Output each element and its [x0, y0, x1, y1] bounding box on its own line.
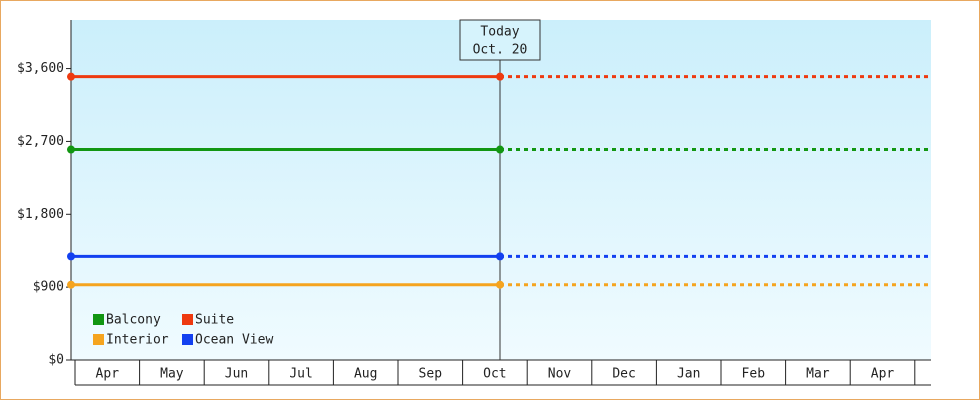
x-tick-label: Jan	[677, 367, 700, 382]
y-tick-label: $2,700	[17, 134, 64, 149]
series-point	[496, 252, 504, 261]
legend-label: Balcony	[106, 313, 161, 328]
y-tick-label: $3,600	[17, 61, 64, 76]
legend-swatch	[93, 334, 104, 345]
y-tick-label: $0	[48, 353, 64, 368]
x-tick-label: Apr	[96, 367, 120, 382]
legend-label: Ocean View	[195, 333, 273, 348]
series-point	[496, 280, 504, 289]
x-tick-label: Sep	[419, 367, 443, 382]
series-point	[67, 280, 75, 289]
x-tick-label: Feb	[742, 367, 766, 382]
x-tick-label: Dec	[612, 367, 635, 382]
legend-label: Interior	[106, 333, 169, 348]
series-point	[496, 72, 504, 81]
plot-area	[71, 20, 931, 360]
series-point	[67, 145, 75, 154]
x-tick-label: Jul	[289, 367, 312, 382]
x-tick-label: Mar	[806, 367, 830, 382]
legend-swatch	[182, 314, 193, 325]
y-tick-label: $1,800	[17, 207, 64, 222]
today-date: Oct. 20	[473, 43, 528, 58]
x-tick-label: Nov	[548, 367, 572, 382]
legend-swatch	[182, 334, 193, 345]
x-tick-label: Apr	[871, 367, 895, 382]
series-point	[496, 145, 504, 154]
series-point	[67, 72, 75, 81]
today-title: Today	[480, 25, 519, 40]
x-tick-label: May	[160, 367, 184, 382]
legend-swatch	[93, 314, 104, 325]
x-tick-label: Aug	[354, 367, 377, 382]
x-tick-label: Oct	[483, 367, 506, 382]
y-tick-label: $900	[33, 280, 64, 295]
x-tick-label: Jun	[225, 367, 248, 382]
legend-label: Suite	[195, 313, 234, 328]
today-box	[459, 19, 541, 61]
series-point	[67, 252, 75, 261]
